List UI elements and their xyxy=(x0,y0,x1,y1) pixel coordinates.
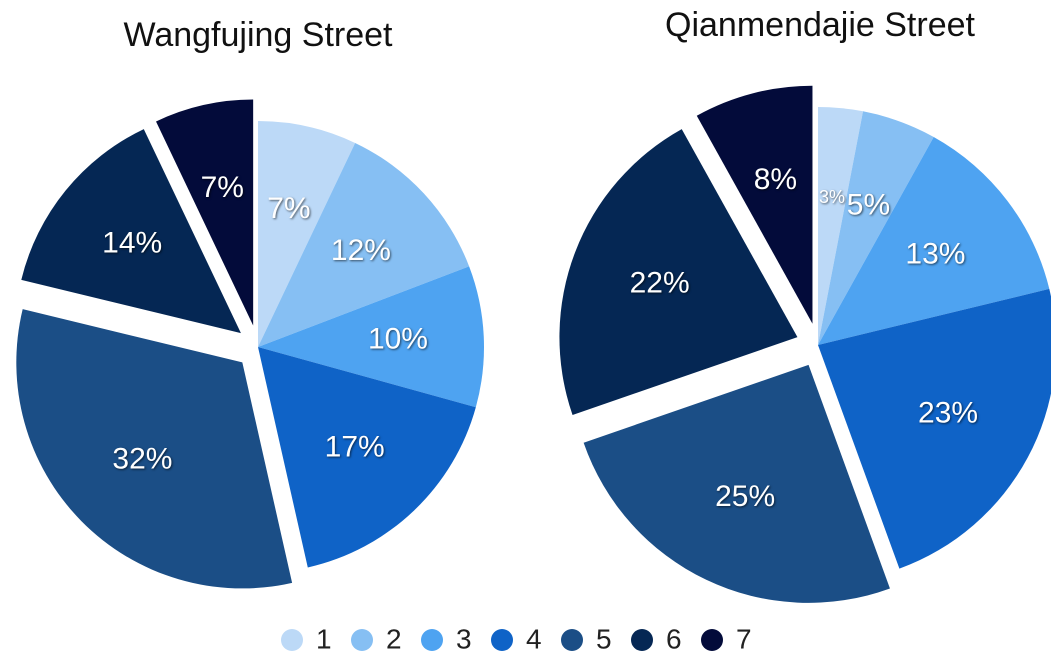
pie-slice xyxy=(258,266,485,408)
legend-marker xyxy=(491,629,513,651)
legend-label: 2 xyxy=(386,623,402,654)
pie-slice xyxy=(818,111,934,346)
data-label: 12% xyxy=(331,234,391,267)
legend-marker xyxy=(701,629,723,651)
data-label: 10% xyxy=(368,322,428,355)
pie-slice xyxy=(16,309,293,589)
data-label: 22% xyxy=(630,266,690,299)
pie-slice xyxy=(156,99,254,326)
pie-slice xyxy=(21,129,241,334)
data-label: 23% xyxy=(918,397,978,430)
pie-slice xyxy=(258,121,356,347)
pie-slice xyxy=(258,347,476,568)
pie-slice xyxy=(559,129,798,415)
data-label: 25% xyxy=(715,480,775,513)
legend-label: 4 xyxy=(526,623,542,654)
data-label: 13% xyxy=(905,238,965,271)
pie-slice xyxy=(818,137,1050,345)
pie-slice xyxy=(583,364,890,603)
legend-marker xyxy=(561,629,583,651)
chart-title: Qianmendajie Street xyxy=(665,6,976,44)
data-label: 8% xyxy=(754,163,797,196)
data-label: 7% xyxy=(201,171,244,204)
pie-slice xyxy=(258,142,470,347)
legend-label: 5 xyxy=(596,623,612,654)
data-label: 32% xyxy=(112,443,172,476)
legend-marker xyxy=(351,629,373,651)
data-label: 14% xyxy=(102,227,162,260)
legend-marker xyxy=(281,629,303,651)
pie-slice xyxy=(818,107,864,345)
data-label: 7% xyxy=(267,192,310,225)
legend-label: 7 xyxy=(736,623,752,654)
chart-title: Wangfujing Street xyxy=(124,16,394,54)
legend-marker xyxy=(631,629,653,651)
legend-marker xyxy=(421,629,443,651)
legend-label: 3 xyxy=(456,623,472,654)
pie-slice xyxy=(696,85,813,324)
data-label: 17% xyxy=(325,430,385,463)
legend-label: 1 xyxy=(316,623,332,654)
pie-slice xyxy=(818,288,1051,569)
data-label: 5% xyxy=(847,188,890,221)
legend-label: 6 xyxy=(666,623,682,654)
data-label: 3% xyxy=(819,187,845,207)
